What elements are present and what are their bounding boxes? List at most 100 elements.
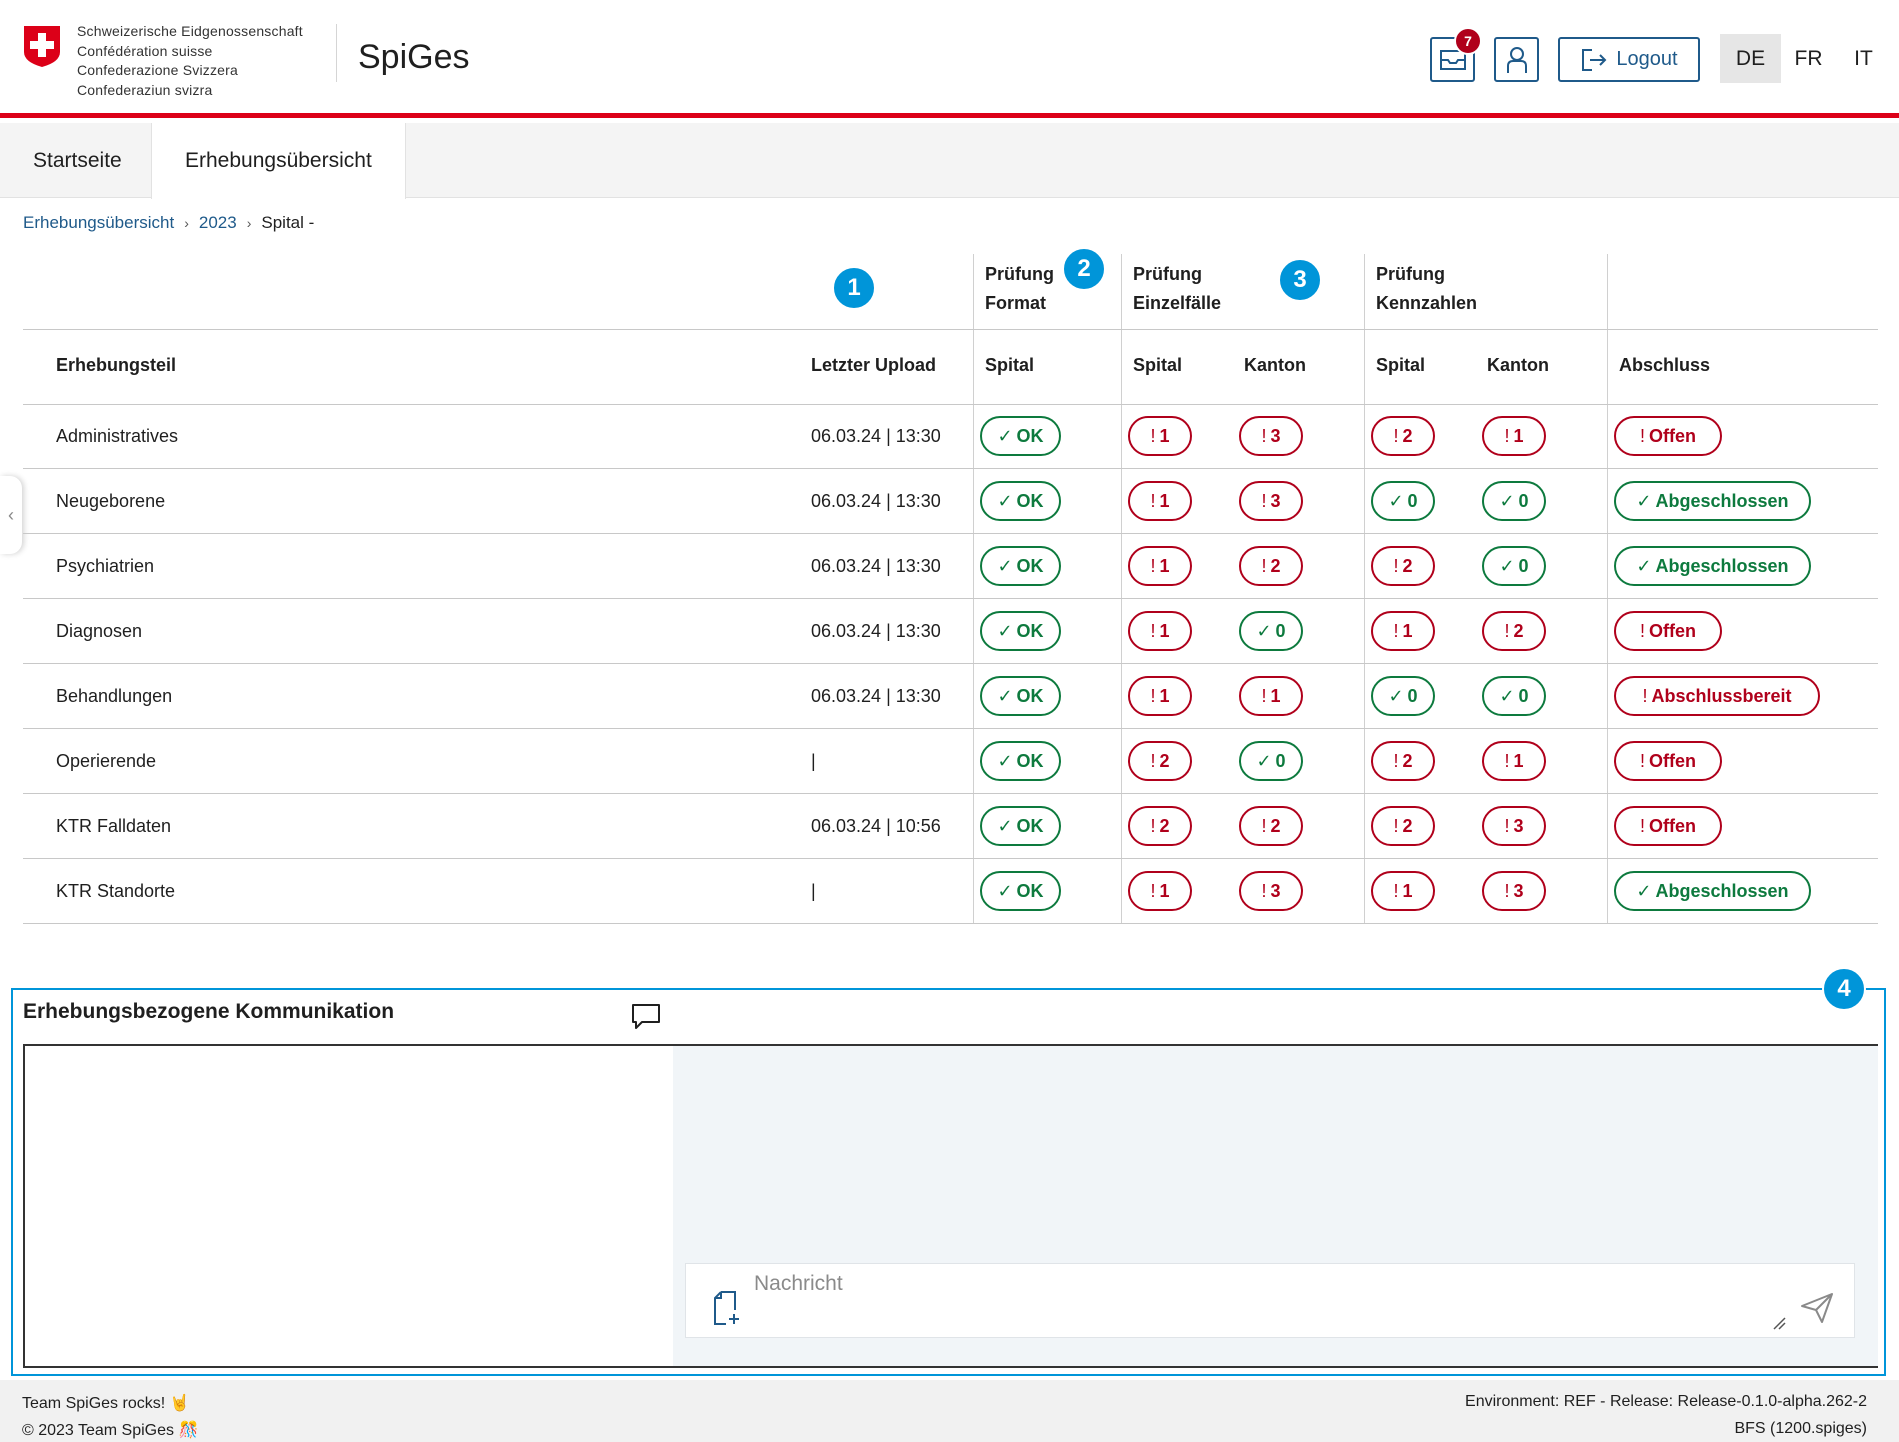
kenn-kanton-status[interactable]: ✓ 0 bbox=[1482, 546, 1546, 586]
footer-copyright: © 2023 Team SpiGes 🎊 bbox=[22, 1422, 199, 1439]
format-spital-status[interactable]: ✓ OK bbox=[980, 676, 1061, 716]
erhebungsteil-name: KTR Falldaten bbox=[56, 816, 172, 836]
status-value: 2 bbox=[1270, 815, 1281, 836]
erhebungsteil-name: Administratives bbox=[56, 426, 179, 446]
row-divider bbox=[23, 858, 1878, 859]
einzel-spital-status[interactable]: ! 1 bbox=[1128, 546, 1192, 586]
logout-icon bbox=[1582, 48, 1607, 71]
col-header-kenn-spital: Spital bbox=[1376, 355, 1426, 375]
abschluss-status[interactable]: ✓ Abgeschlossen bbox=[1614, 871, 1811, 911]
status-value: 0 bbox=[1407, 490, 1418, 511]
tab-startseite[interactable]: Startseite bbox=[33, 148, 122, 172]
lang-de[interactable]: DE bbox=[1720, 34, 1781, 83]
abschluss-status[interactable]: ! Abschlussbereit bbox=[1614, 676, 1820, 716]
exclamation-icon: ! bbox=[1504, 815, 1510, 836]
kenn-spital-status[interactable]: ✓ 0 bbox=[1371, 481, 1435, 521]
einzel-kanton-status[interactable]: ✓ 0 bbox=[1239, 611, 1303, 651]
kenn-kanton-status[interactable]: ! 3 bbox=[1482, 871, 1546, 911]
format-spital-status[interactable]: ✓ OK bbox=[980, 416, 1061, 456]
einzel-kanton-status[interactable]: ! 2 bbox=[1239, 546, 1303, 586]
format-spital-status[interactable]: ✓ OK bbox=[980, 611, 1061, 651]
check-icon: ✓ bbox=[997, 750, 1013, 771]
col-header-erhebungsteil: Erhebungsteil bbox=[56, 355, 177, 375]
exclamation-icon: ! bbox=[1150, 815, 1156, 836]
abschluss-status[interactable]: ✓ Abgeschlossen bbox=[1614, 481, 1811, 521]
format-spital-status[interactable]: ✓ OK bbox=[980, 481, 1061, 521]
abschluss-status[interactable]: ! Offen bbox=[1614, 741, 1722, 781]
kenn-spital-status[interactable]: ! 1 bbox=[1371, 611, 1435, 651]
einzel-spital-status[interactable]: ! 1 bbox=[1128, 611, 1192, 651]
status-value: 0 bbox=[1275, 750, 1286, 771]
status-value: 2 bbox=[1402, 815, 1413, 836]
einzel-kanton-status[interactable]: ! 2 bbox=[1239, 806, 1303, 846]
kenn-spital-status[interactable]: ✓ 0 bbox=[1371, 676, 1435, 716]
tab-erhebungsuebersicht[interactable]: Erhebungsübersicht bbox=[151, 123, 406, 199]
kenn-spital-status[interactable]: ! 2 bbox=[1371, 546, 1435, 586]
abschluss-status[interactable]: ! Offen bbox=[1614, 611, 1722, 651]
format-spital-status[interactable]: ✓ OK bbox=[980, 741, 1061, 781]
resize-handle-icon[interactable] bbox=[1772, 1316, 1786, 1330]
app-footer: Team SpiGes rocks! 🤘 © 2023 Team SpiGes … bbox=[0, 1380, 1899, 1442]
abschluss-status[interactable]: ! Offen bbox=[1614, 416, 1722, 456]
letzter-upload-value: 06.03.24 | 10:56 bbox=[811, 816, 941, 836]
format-spital-status[interactable]: ✓ OK bbox=[980, 806, 1061, 846]
chevron-right-icon: › bbox=[184, 215, 189, 231]
status-value: 2 bbox=[1402, 555, 1413, 576]
status-value: Abgeschlossen bbox=[1655, 880, 1789, 901]
einzel-kanton-status[interactable]: ! 3 bbox=[1239, 416, 1303, 456]
exclamation-icon: ! bbox=[1504, 425, 1510, 446]
abschluss-status[interactable]: ✓ Abgeschlossen bbox=[1614, 546, 1811, 586]
breadcrumb-link-year[interactable]: 2023 bbox=[198, 213, 237, 232]
kenn-kanton-status[interactable]: ✓ 0 bbox=[1482, 676, 1546, 716]
format-spital-status[interactable]: ✓ OK bbox=[980, 871, 1061, 911]
kenn-kanton-status[interactable]: ! 3 bbox=[1482, 806, 1546, 846]
kenn-spital-status[interactable]: ! 1 bbox=[1371, 871, 1435, 911]
breadcrumb-link-uebersicht[interactable]: Erhebungsübersicht bbox=[23, 213, 175, 232]
einzel-spital-status[interactable]: ! 2 bbox=[1128, 806, 1192, 846]
abschluss-status[interactable]: ! Offen bbox=[1614, 806, 1722, 846]
einzel-spital-status[interactable]: ! 1 bbox=[1128, 416, 1192, 456]
erhebung-table: Prüfung Format Prüfung Einzelfälle Prüfu… bbox=[23, 254, 1878, 924]
format-spital-status[interactable]: ✓ OK bbox=[980, 546, 1061, 586]
einzel-spital-status[interactable]: ! 1 bbox=[1128, 676, 1192, 716]
lang-fr[interactable]: FR bbox=[1794, 46, 1823, 70]
einzel-kanton-status[interactable]: ! 3 bbox=[1239, 871, 1303, 911]
kenn-kanton-status[interactable]: ! 2 bbox=[1482, 611, 1546, 651]
kenn-kanton-status[interactable]: ! 1 bbox=[1482, 741, 1546, 781]
check-icon: ✓ bbox=[997, 490, 1013, 511]
letzter-upload-value: 06.03.24 | 13:30 bbox=[811, 621, 941, 641]
send-icon[interactable] bbox=[1800, 1292, 1834, 1324]
status-value: 1 bbox=[1513, 750, 1524, 771]
status-value: 1 bbox=[1159, 685, 1170, 706]
message-input[interactable] bbox=[754, 1272, 1774, 1328]
kenn-spital-status[interactable]: ! 2 bbox=[1371, 741, 1435, 781]
table-row: Neugeborene 06.03.24 | 13:30 ✓ OK! 1! 3 ✓ 0 ✓ 0 ✓ A… bbox=[23, 469, 1878, 534]
exclamation-icon: ! bbox=[1639, 425, 1645, 446]
einzel-kanton-status[interactable]: ✓ 0 bbox=[1239, 741, 1303, 781]
check-icon: ✓ bbox=[1499, 490, 1515, 511]
app-title: SpiGes bbox=[358, 38, 470, 76]
row-divider bbox=[23, 728, 1878, 729]
federation-name: Schweizerische Eidgenossenschaft Confédé… bbox=[77, 23, 303, 98]
einzel-spital-status[interactable]: ! 2 bbox=[1128, 741, 1192, 781]
kenn-kanton-status[interactable]: ! 1 bbox=[1482, 416, 1546, 456]
status-value: 2 bbox=[1402, 750, 1413, 771]
kenn-kanton-status[interactable]: ✓ 0 bbox=[1482, 481, 1546, 521]
einzel-kanton-status[interactable]: ! 3 bbox=[1239, 481, 1303, 521]
chat-bubble-icon[interactable] bbox=[630, 1002, 662, 1032]
sidebar-toggle[interactable]: ‹ bbox=[0, 476, 22, 554]
main-tabs: Startseite Erhebungsübersicht bbox=[0, 123, 1899, 199]
attach-file-icon[interactable] bbox=[712, 1290, 744, 1326]
status-value: 1 bbox=[1159, 880, 1170, 901]
status-value: 1 bbox=[1159, 490, 1170, 511]
user-profile-button[interactable] bbox=[1494, 37, 1539, 82]
check-icon: ✓ bbox=[1636, 555, 1652, 576]
lang-it[interactable]: IT bbox=[1854, 46, 1873, 70]
einzel-kanton-status[interactable]: ! 1 bbox=[1239, 676, 1303, 716]
column-divider bbox=[1607, 254, 1608, 924]
kenn-spital-status[interactable]: ! 2 bbox=[1371, 416, 1435, 456]
logout-button[interactable]: Logout bbox=[1558, 37, 1700, 82]
einzel-spital-status[interactable]: ! 1 bbox=[1128, 481, 1192, 521]
einzel-spital-status[interactable]: ! 1 bbox=[1128, 871, 1192, 911]
kenn-spital-status[interactable]: ! 2 bbox=[1371, 806, 1435, 846]
